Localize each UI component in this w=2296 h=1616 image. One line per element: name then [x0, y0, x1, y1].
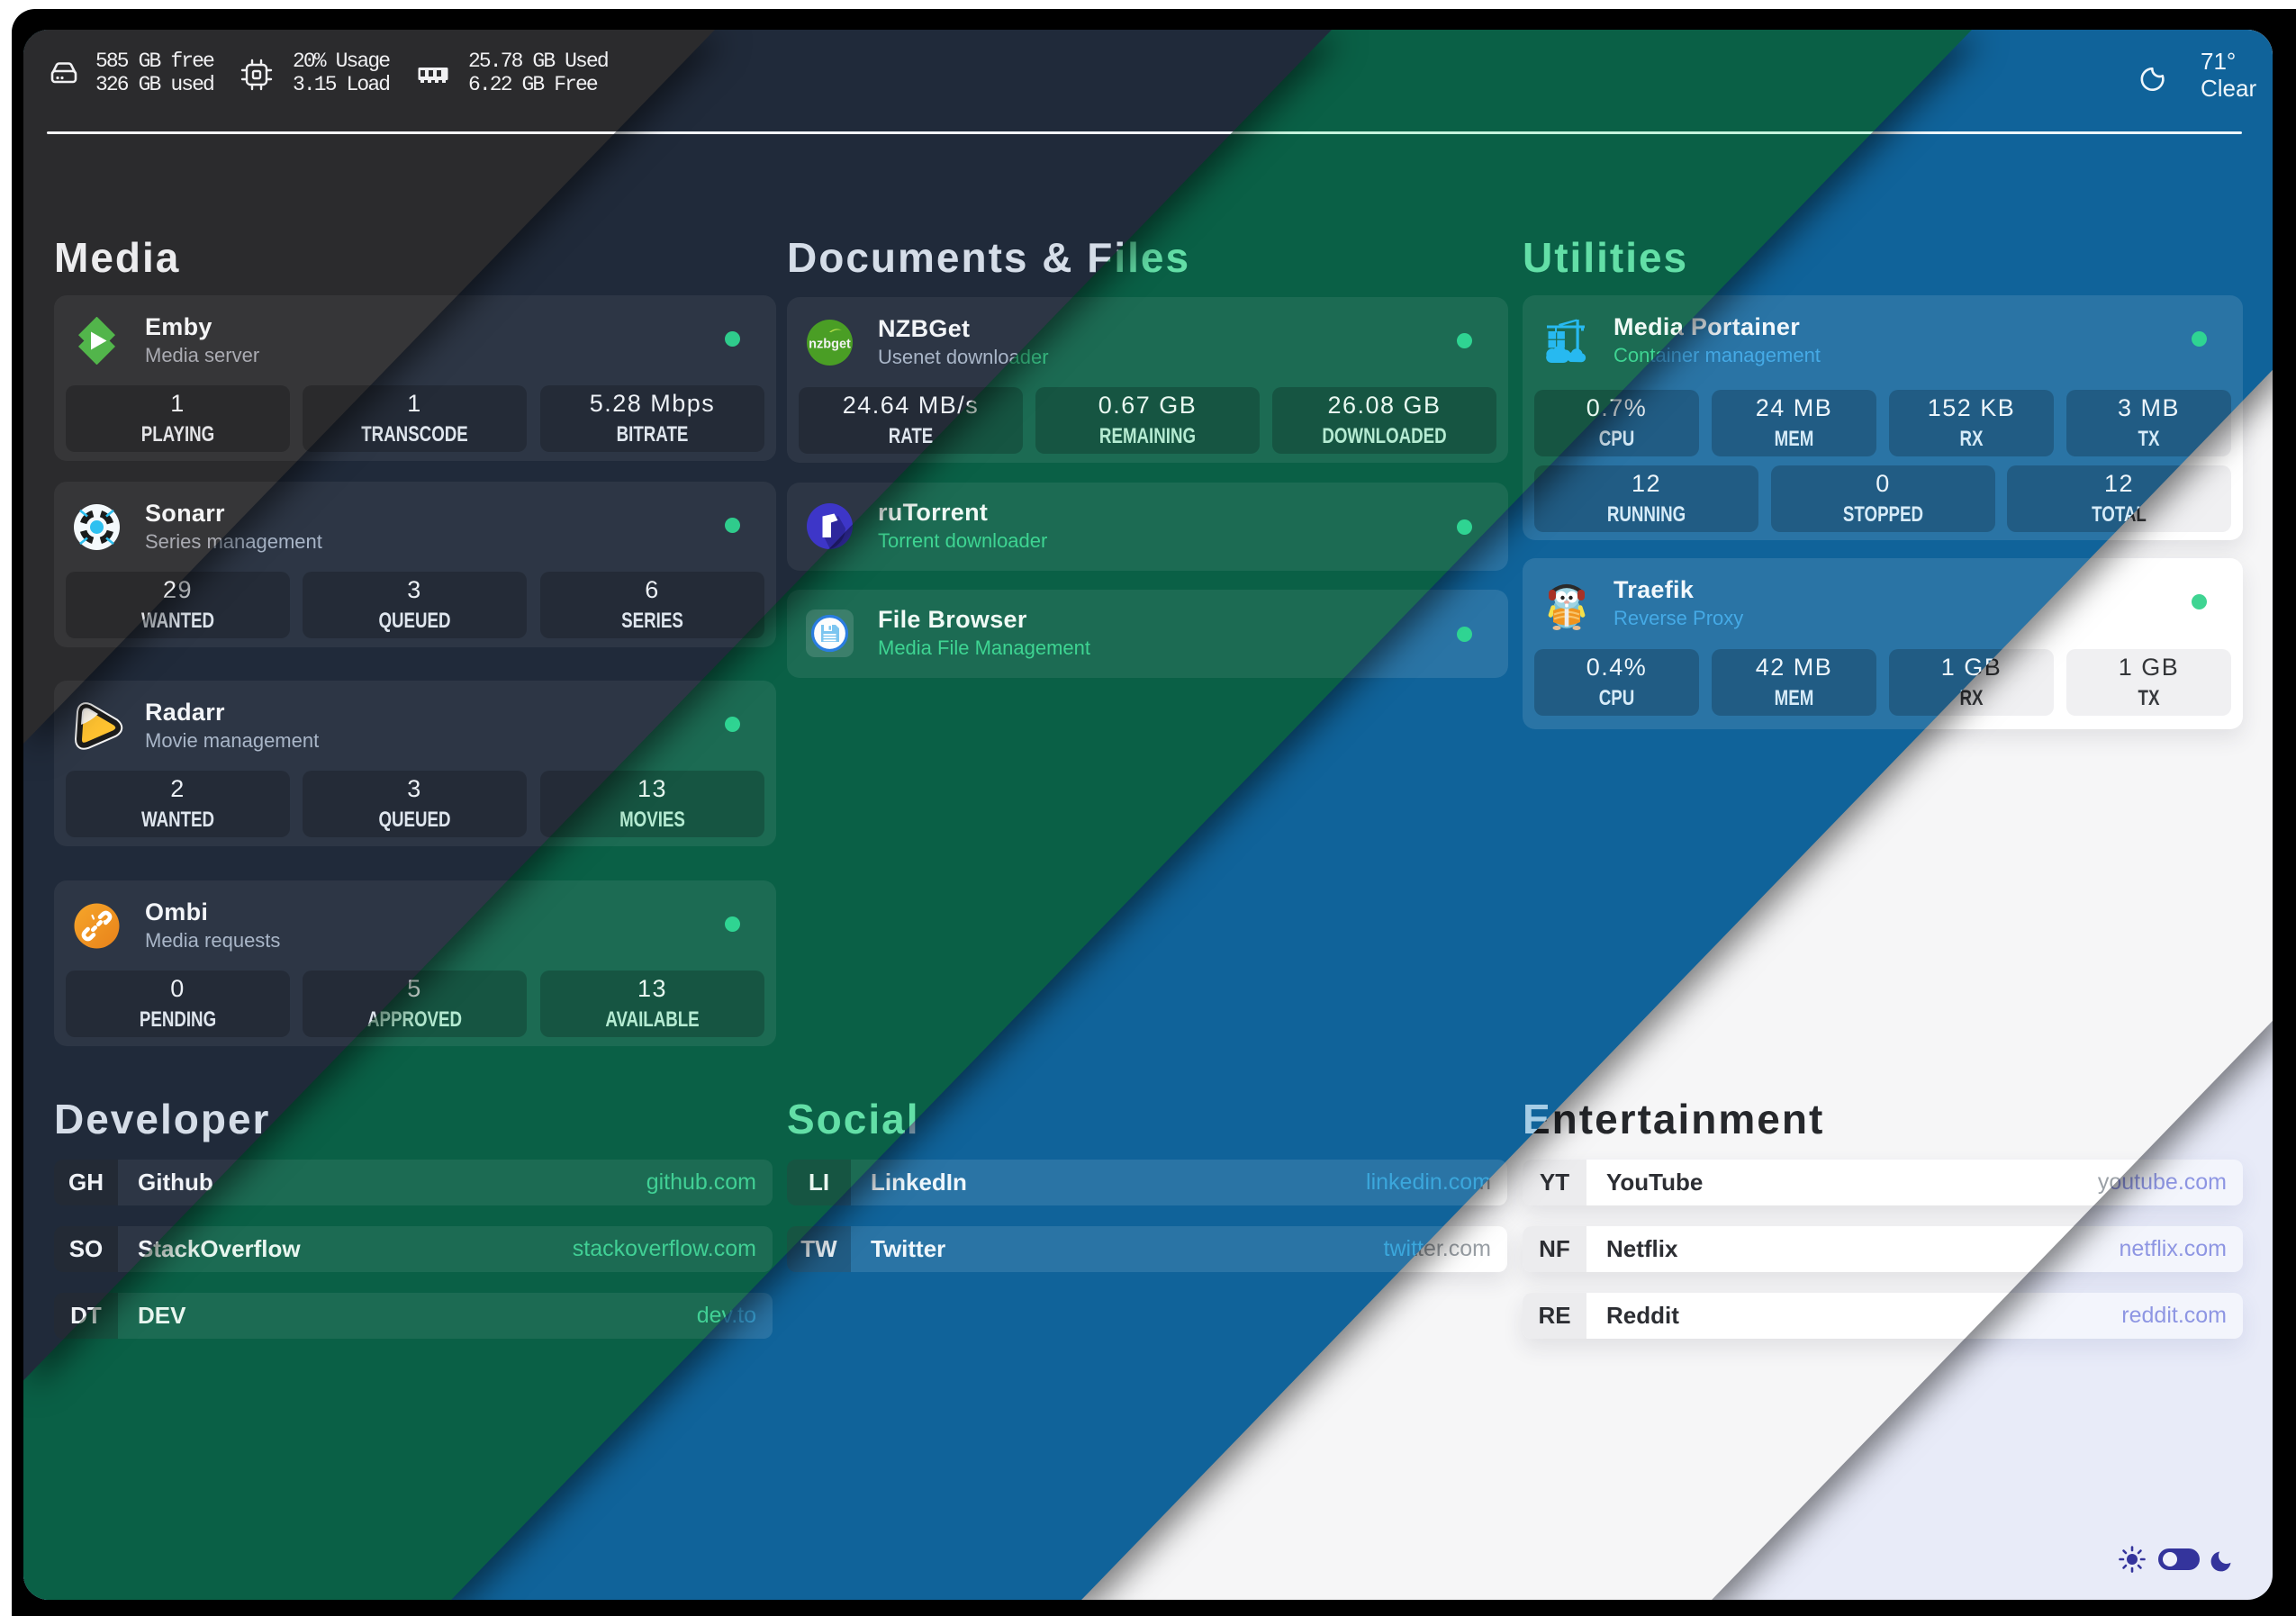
svg-text:nzbget: nzbget	[809, 338, 851, 352]
svg-text:nzbget: nzbget	[809, 338, 851, 352]
